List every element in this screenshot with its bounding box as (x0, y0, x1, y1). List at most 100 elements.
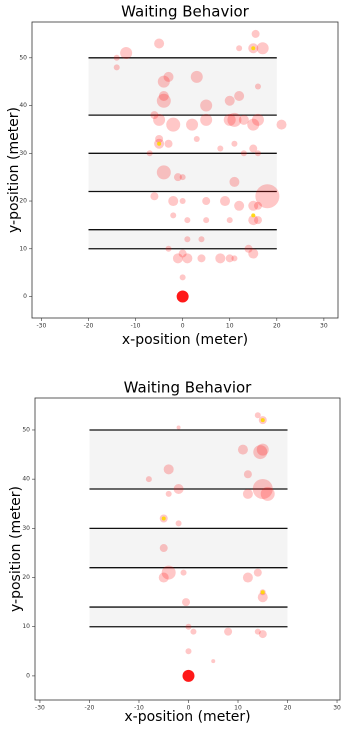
point (254, 150, 261, 157)
point (242, 572, 253, 583)
x-tick-label: 10 (226, 323, 234, 330)
point (164, 139, 173, 148)
point (158, 91, 169, 101)
point (184, 217, 191, 224)
point (251, 29, 260, 38)
point (257, 592, 268, 603)
x-tick-label: 20 (284, 705, 292, 712)
point (248, 248, 259, 259)
point (173, 483, 184, 494)
point (153, 113, 166, 126)
point (120, 47, 133, 60)
point (173, 173, 182, 182)
x-tick-label: 10 (234, 705, 242, 712)
point (237, 444, 248, 455)
point (179, 174, 186, 181)
band (89, 429, 288, 489)
point (247, 118, 260, 131)
point (227, 112, 242, 127)
point (179, 274, 186, 281)
point (113, 64, 120, 71)
point (200, 99, 213, 112)
point (260, 418, 265, 423)
point (182, 253, 193, 264)
point (202, 197, 211, 206)
x-tick-label: -20 (85, 705, 95, 712)
point (163, 464, 174, 475)
point (231, 255, 238, 262)
point (242, 488, 253, 499)
point (166, 117, 181, 132)
point (176, 290, 189, 303)
x-tick-label: 30 (333, 705, 341, 712)
point (158, 572, 169, 583)
x-tick-label: 0 (187, 705, 191, 712)
band (88, 57, 277, 116)
x-tick-label: -30 (35, 705, 45, 712)
point (198, 236, 205, 243)
point (224, 95, 235, 106)
y-tick-label: 50 (22, 426, 30, 433)
point (178, 249, 187, 258)
point (155, 134, 164, 143)
chart-title: Waiting Behavior (124, 379, 253, 397)
point (163, 71, 174, 82)
point (253, 568, 262, 577)
point (243, 470, 252, 479)
point (168, 196, 179, 207)
point (157, 75, 170, 88)
point (253, 201, 262, 210)
point (190, 70, 203, 83)
point (244, 244, 253, 253)
point (223, 113, 236, 126)
point (184, 236, 191, 243)
plot-frame (34, 397, 341, 701)
x-tick-label: -10 (131, 323, 141, 330)
chart: Waiting Behavior x-position (meter) y-posi… (8, 379, 341, 726)
point (157, 141, 162, 146)
y-tick-label: 30 (22, 525, 30, 532)
y-axis-label: y-position (meter) (6, 107, 22, 233)
y-tick-label: 10 (19, 245, 27, 252)
band (89, 528, 288, 568)
x-tick-label: -20 (84, 323, 94, 330)
band (88, 229, 277, 249)
point (253, 445, 268, 460)
point (161, 565, 176, 580)
point (249, 144, 258, 153)
point (176, 425, 181, 430)
point (236, 45, 243, 52)
point (185, 623, 192, 630)
point (150, 192, 159, 201)
point (276, 119, 287, 130)
point (251, 46, 256, 51)
point (186, 118, 199, 131)
point (146, 150, 153, 157)
chart-title: Waiting Behavior (121, 3, 250, 21)
point (154, 38, 165, 49)
point (260, 590, 265, 595)
y-tick-label: 40 (22, 476, 30, 483)
point (175, 520, 182, 527)
chart: Waiting Behavior x-position (meter) y-posi… (6, 3, 339, 348)
point (217, 145, 224, 152)
point (165, 490, 172, 497)
x-axis-label: x-position (meter) (122, 332, 248, 348)
point (211, 659, 216, 664)
point (254, 83, 261, 90)
y-tick-label: 50 (19, 54, 27, 61)
point (260, 486, 275, 501)
y-tick-label: 20 (22, 574, 30, 581)
point (224, 627, 233, 636)
band (88, 153, 277, 192)
point (203, 217, 210, 224)
point (170, 212, 177, 219)
point (182, 669, 195, 682)
point (190, 628, 197, 635)
point (254, 628, 261, 635)
point (225, 254, 234, 263)
point (254, 412, 261, 419)
point (197, 254, 206, 263)
point (156, 165, 171, 180)
point (256, 42, 269, 55)
